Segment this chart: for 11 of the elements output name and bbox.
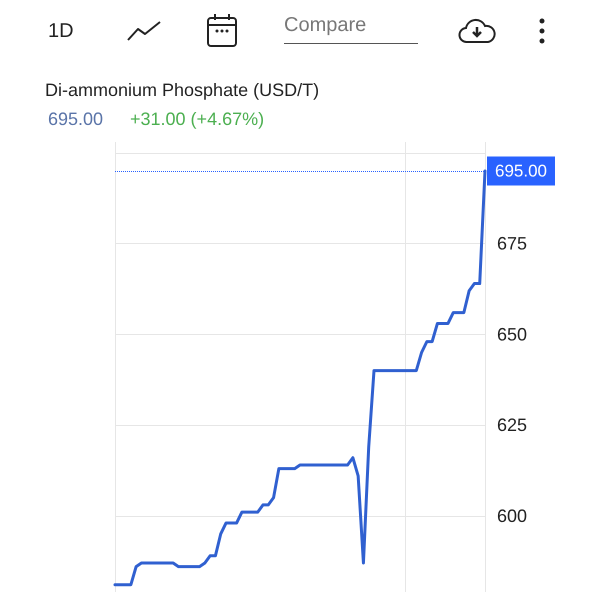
y-tick-label: 600 [497,506,528,526]
text: +31.00 (+4.67%) [130,109,264,129]
text: 695.00 [48,109,104,129]
ref-line-label: 695.00 [495,162,547,181]
chart-title: Di-ammonium Phosphate (USD/T) [45,80,320,100]
y-tick-label: 625 [497,415,528,436]
text: Compare [284,14,418,44]
y-tick-label: 675 [497,234,528,254]
line-series [114,170,486,586]
text: 1D [48,20,74,42]
y-tick-label: 650 [497,324,528,344]
